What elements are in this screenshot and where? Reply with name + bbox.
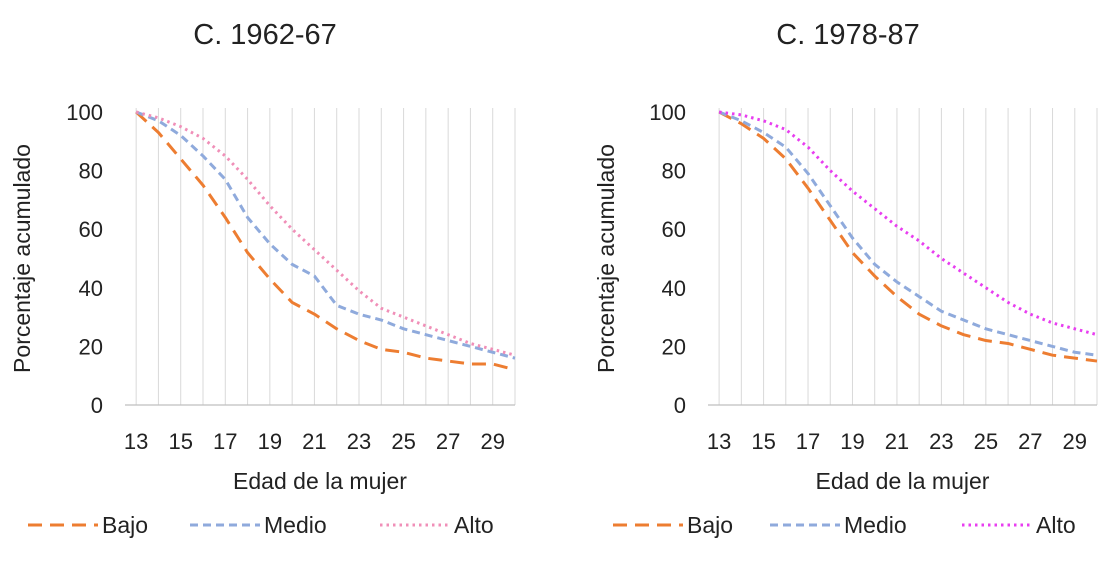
y-tick-label: 40 <box>662 276 686 301</box>
x-tick-label: 15 <box>168 429 192 454</box>
x-tick-label: 23 <box>929 429 953 454</box>
x-tick-label: 13 <box>124 429 148 454</box>
chart-panel-2: C. 1978-87 0 20 40 60 80 100 13 15 17 19 21 23 25 27 29… <box>593 19 1098 538</box>
series-line-bajo <box>135 110 516 372</box>
x-tick-label: 27 <box>436 429 460 454</box>
y-tick-label: 80 <box>662 159 686 184</box>
y-tick-label: 40 <box>79 276 103 301</box>
x-tick-label: 23 <box>347 429 371 454</box>
x-axis-label: Edad de la mujer <box>233 468 407 494</box>
y-tick-label: 20 <box>79 334 103 359</box>
y-axis-label: Porcentaje acumulado <box>593 144 619 373</box>
y-axis-label: Porcentaje acumulado <box>9 144 35 373</box>
legend-label-alto: Alto <box>1036 512 1076 538</box>
y-tick-label: 100 <box>66 100 103 125</box>
x-tick-label: 19 <box>258 429 282 454</box>
chart-title: C. 1978-87 <box>776 19 920 51</box>
y-tick-label: 60 <box>662 217 686 242</box>
legend-label-medio: Medio <box>264 512 327 538</box>
y-tick-label: 100 <box>649 100 686 125</box>
y-tick-label: 80 <box>79 159 103 184</box>
y-tick-label: 0 <box>91 393 103 418</box>
series-line-medio <box>718 110 1098 357</box>
x-tick-label: 25 <box>974 429 998 454</box>
x-tick-label: 25 <box>391 429 415 454</box>
y-tick-label: 60 <box>79 217 103 242</box>
chart-panel-1: C. 1962-67 0 20 40 60 80 100 13 15 17 19 21 23 25 27 29… <box>9 19 516 538</box>
legend-label-bajo: Bajo <box>687 512 733 538</box>
series-line-medio <box>135 110 516 360</box>
series-line-bajo <box>718 110 1098 363</box>
x-tick-label: 29 <box>1063 429 1087 454</box>
y-tick-label: 0 <box>674 393 686 418</box>
x-tick-label: 17 <box>213 429 237 454</box>
legend-label-alto: Alto <box>454 512 494 538</box>
legend-label-bajo: Bajo <box>102 512 148 538</box>
y-tick-label: 20 <box>662 334 686 359</box>
x-tick-label: 15 <box>751 429 775 454</box>
chart-title: C. 1962-67 <box>193 19 337 51</box>
x-tick-label: 21 <box>302 429 326 454</box>
x-tick-label: 13 <box>707 429 731 454</box>
x-tick-label: 29 <box>480 429 504 454</box>
x-tick-label: 21 <box>885 429 909 454</box>
x-tick-label: 19 <box>840 429 864 454</box>
x-axis-label: Edad de la mujer <box>816 468 990 494</box>
x-tick-label: 27 <box>1018 429 1042 454</box>
x-tick-label: 17 <box>796 429 820 454</box>
series-line-alto <box>718 110 1098 337</box>
legend-label-medio: Medio <box>844 512 907 538</box>
